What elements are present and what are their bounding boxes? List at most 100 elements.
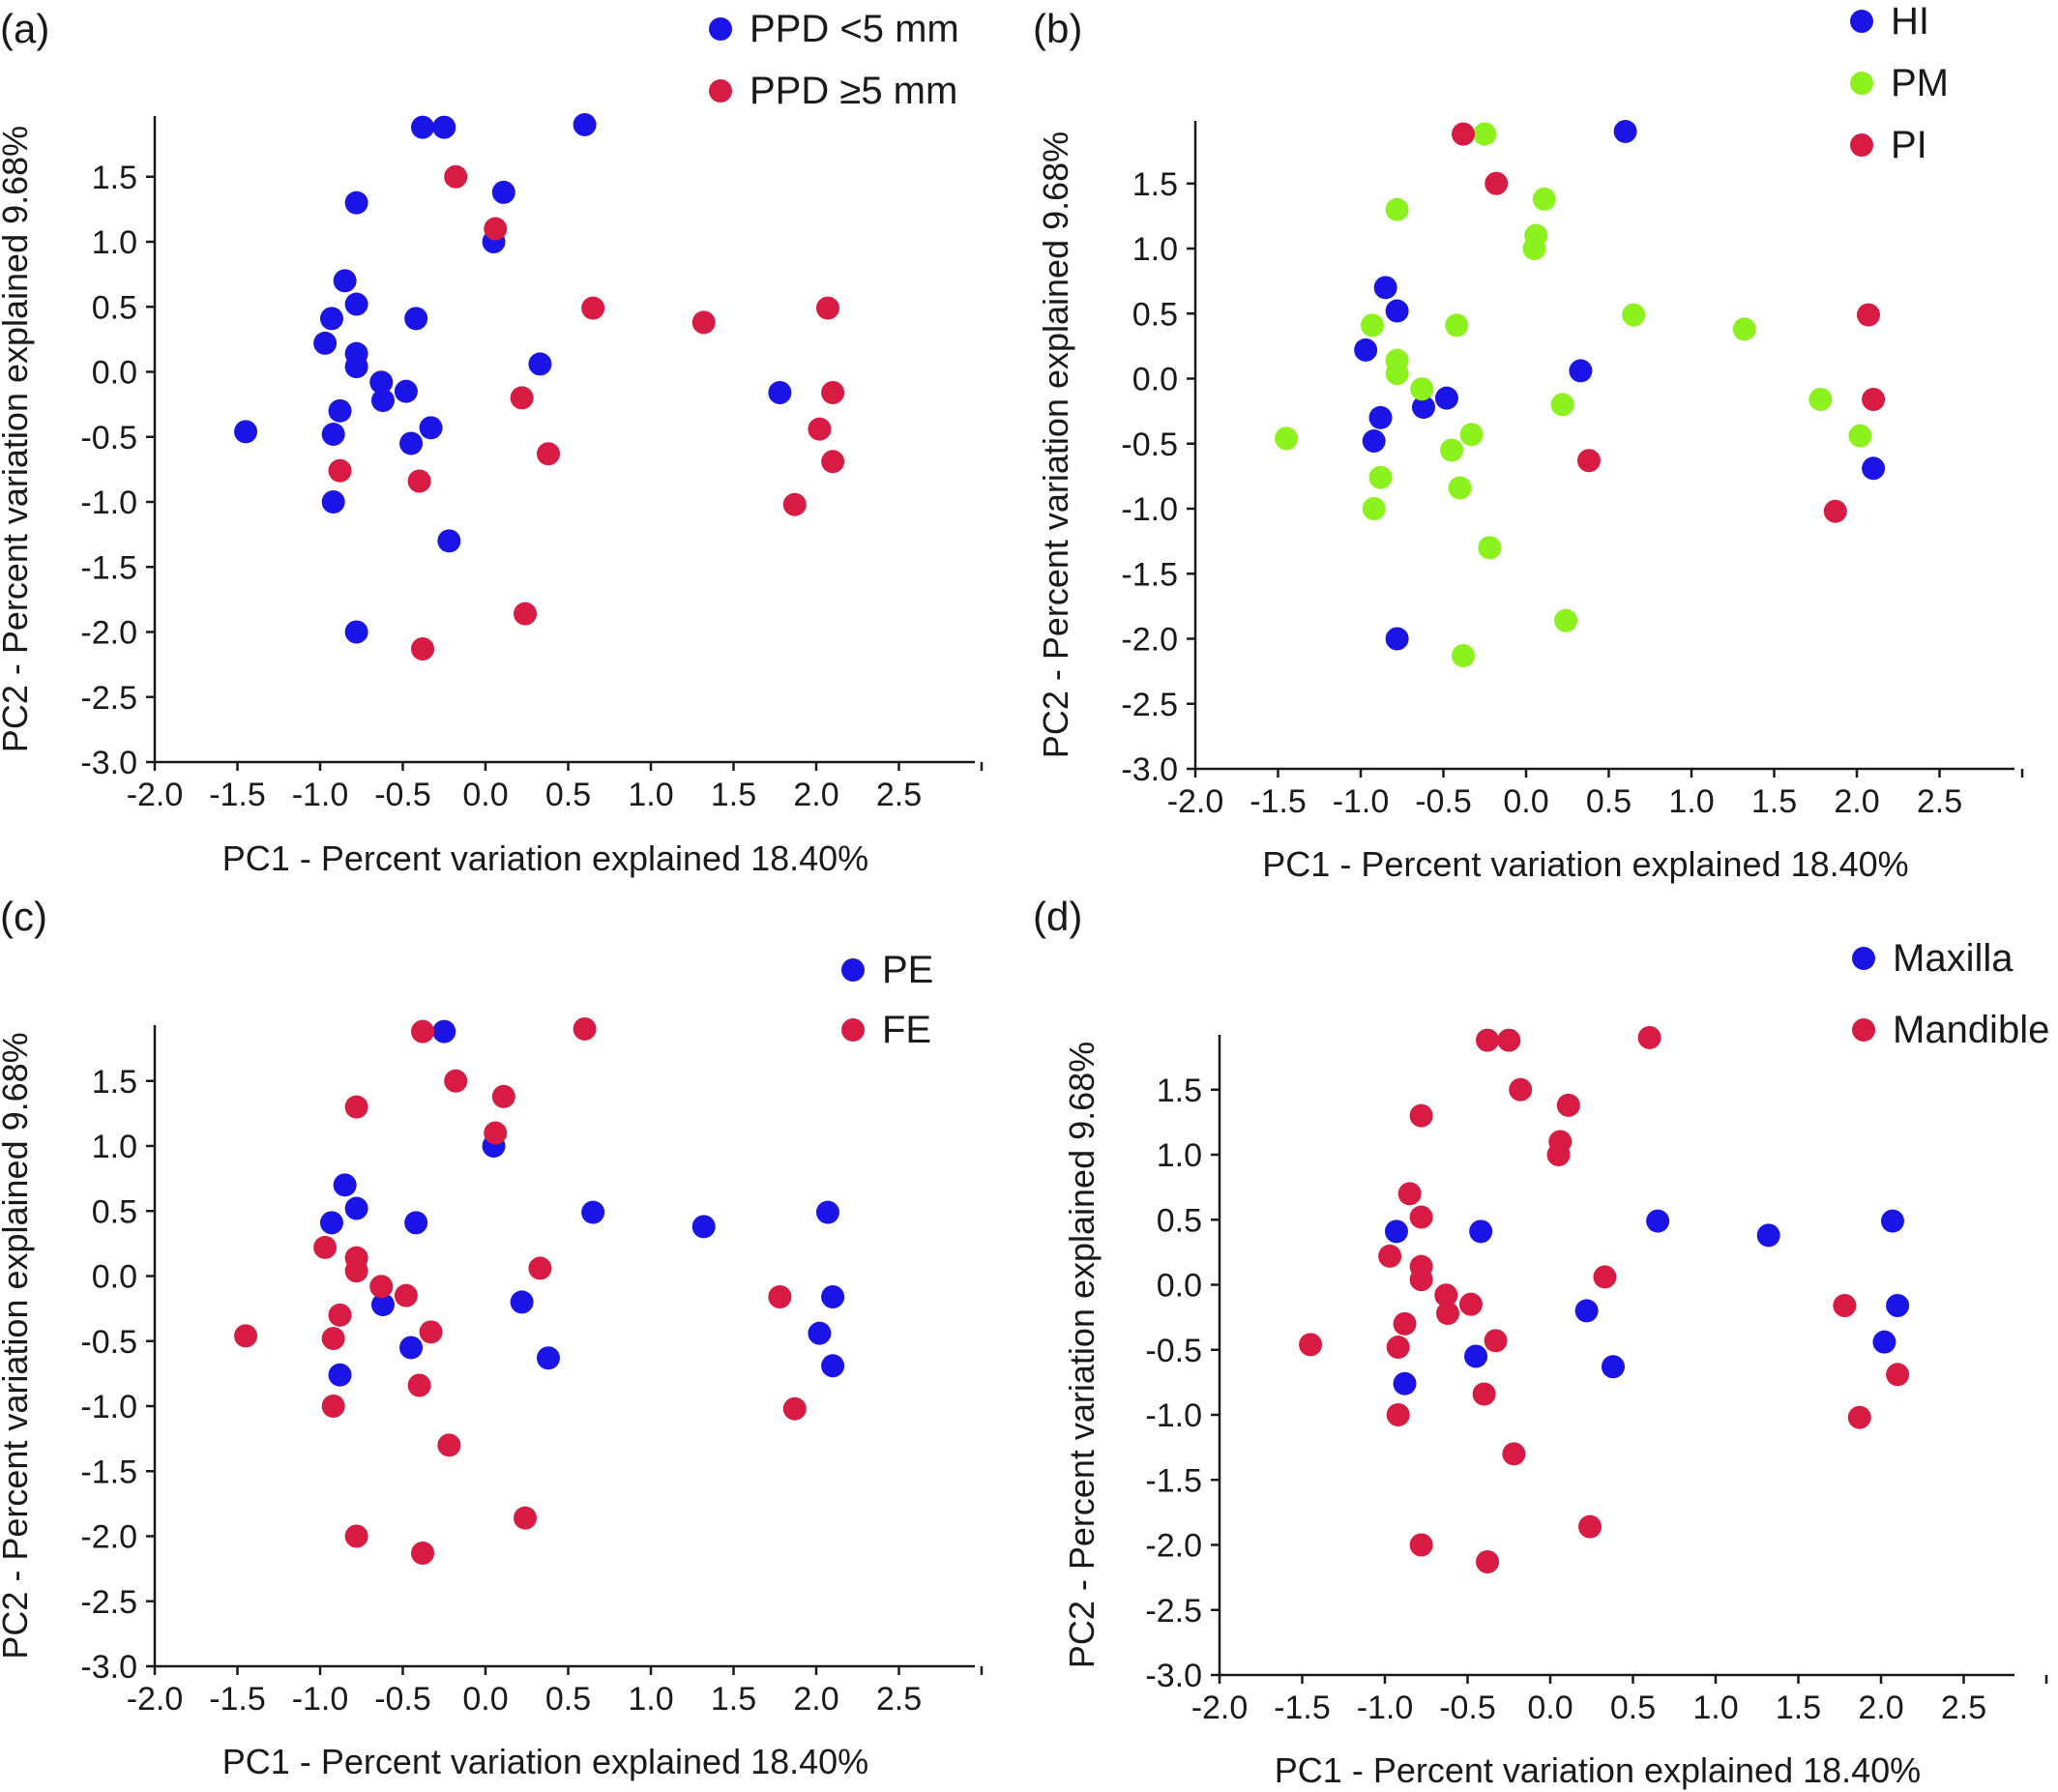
panel-tag: (a): [0, 6, 49, 51]
scatter-point: [321, 1395, 345, 1418]
scatter-point: [1411, 396, 1435, 420]
x-tick-label: 0.5: [545, 777, 591, 813]
scatter-point: [1445, 313, 1469, 338]
scatter-point: [404, 307, 428, 331]
scatter-point: [581, 1200, 605, 1224]
x-tick-label: 2.0: [793, 1681, 838, 1718]
x-tick-label: 2.0: [1858, 1689, 1903, 1726]
x-tick-label: -1.5: [209, 777, 266, 813]
scatter-point: [1386, 1336, 1410, 1360]
scatter-point: [394, 1283, 418, 1307]
y-tick-label: -0.5: [80, 1324, 137, 1361]
x-tick-label: 0.5: [545, 1681, 591, 1718]
scatter-point: [344, 292, 368, 316]
y-tick-label: 0.5: [92, 1193, 137, 1230]
x-tick-label: -0.5: [374, 777, 431, 813]
x-tick-label: -0.5: [1439, 1689, 1496, 1726]
panel-d: (d) -2.0 -1.5 -1.0 -0.5 0.0 0.5 1.0 1.5 2.0 2.5 1.5…: [1033, 894, 2049, 1790]
scatter-point: [1833, 1294, 1857, 1318]
scatter-point: [394, 379, 418, 403]
scatter-point: [1556, 1093, 1580, 1117]
scatter-point: [573, 1016, 597, 1041]
scatter-point: [1593, 1265, 1617, 1289]
scatter-point: [333, 269, 357, 293]
x-tick-label: 1.0: [1692, 1689, 1738, 1726]
x-tick-label: -1.0: [1333, 783, 1390, 820]
scatter-point: [536, 1346, 560, 1370]
scatter-point: [344, 1524, 368, 1548]
scatter-point: [528, 1256, 552, 1280]
scatter-point: [1622, 303, 1646, 327]
scatter-point: [1550, 393, 1574, 417]
legend-label: FE: [882, 1009, 931, 1051]
x-axis-label: PC1 - Percent variation explained 18.40%: [1262, 844, 1908, 884]
y-tick-label: 0.0: [92, 1259, 137, 1296]
scatter-point: [1458, 1292, 1483, 1316]
scatter-point: [444, 164, 468, 189]
x-tick-label: 0.0: [1503, 783, 1548, 820]
y-tick-label: 0.0: [92, 355, 137, 392]
panel-tag: (b): [1033, 6, 1082, 51]
scatter-point: [1856, 303, 1880, 327]
scatter-point: [1847, 1405, 1871, 1429]
scatter-point: [1476, 1028, 1500, 1052]
y-tick-label: -1.5: [80, 1454, 137, 1490]
x-tick-label: 1.5: [1776, 1689, 1821, 1726]
scatter-point: [1862, 456, 1886, 481]
y-tick-label: 0.5: [1132, 296, 1178, 333]
x-tick-label: -1.5: [1274, 1689, 1331, 1726]
scatter-point: [1823, 499, 1847, 523]
scatter-point: [1385, 197, 1409, 221]
scatter-point: [1452, 643, 1476, 667]
scatter-point: [1409, 1533, 1433, 1557]
scatter-point: [815, 296, 839, 320]
scatter-point: [1362, 429, 1386, 454]
scatter-point: [1386, 1403, 1410, 1426]
scatter-point: [821, 381, 845, 405]
scatter-point: [536, 442, 560, 466]
x-tick-label: -1.5: [209, 1681, 266, 1718]
y-tick-label: -3.0: [80, 745, 137, 781]
y-tick-label: 1.5: [1157, 1072, 1202, 1109]
scatter-point: [1646, 1209, 1670, 1233]
legend-label: PPD ≥5 mm: [750, 70, 957, 112]
scatter-point: [328, 458, 352, 483]
scatter-point: [1524, 223, 1548, 248]
scatter-point: [313, 1235, 338, 1259]
scatter-point: [808, 1321, 832, 1345]
scatter-point: [1484, 1329, 1508, 1353]
scatter-point: [399, 1336, 424, 1360]
scatter-point: [514, 602, 538, 626]
scatter-point: [1435, 1302, 1459, 1326]
scatter-point: [1478, 536, 1502, 560]
scatter-point: [370, 1293, 395, 1317]
x-tick-label: -2.0: [127, 777, 184, 813]
x-tick-label: -1.0: [1357, 1689, 1414, 1726]
y-tick-label: 1.5: [1132, 166, 1178, 203]
scatter-point: [1502, 1442, 1526, 1466]
scatter-point: [344, 355, 368, 379]
scatter-point: [573, 112, 597, 136]
scatter-point: [437, 529, 461, 553]
scatter-point: [432, 115, 456, 139]
scatter-point: [1880, 1209, 1904, 1233]
scatter-point: [1574, 1299, 1599, 1323]
x-tick-label: 2.0: [1834, 783, 1879, 820]
scatter-point: [369, 1275, 394, 1299]
legend-label: Maxilla: [1893, 937, 2014, 980]
legend-marker: [1850, 133, 1873, 157]
x-tick-label: 2.5: [876, 1681, 922, 1718]
scatter-point: [1373, 276, 1397, 300]
scatter-point: [419, 1320, 443, 1344]
x-tick-label: -0.5: [1415, 783, 1472, 820]
scatter-point: [407, 1373, 431, 1397]
scatter-point: [1476, 1549, 1500, 1573]
scatter-point: [691, 310, 716, 335]
scatter-point: [1886, 1294, 1910, 1318]
y-tick-label: -1.0: [1145, 1397, 1202, 1434]
x-tick-label: -1.5: [1250, 783, 1307, 820]
scatter-point: [1862, 388, 1886, 412]
x-tick-label: 0.0: [1527, 1689, 1573, 1726]
x-tick-label: -1.0: [292, 777, 349, 813]
